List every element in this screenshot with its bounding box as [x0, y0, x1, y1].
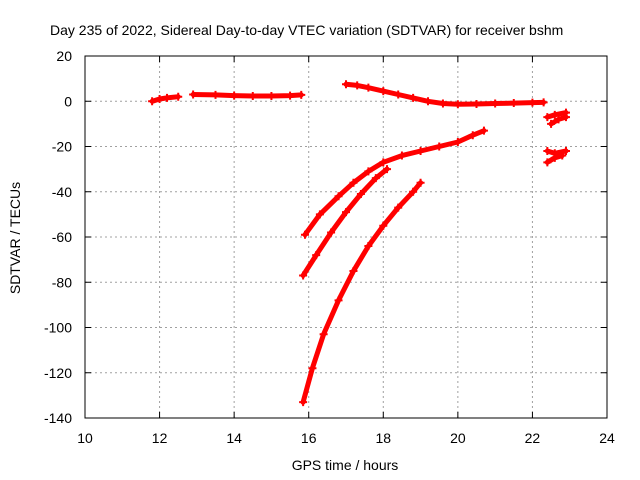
data-point: [543, 113, 552, 122]
x-tick-label: 14: [226, 430, 242, 446]
data-point: [550, 153, 559, 162]
data-point: [163, 93, 172, 102]
y-tick-label: -120: [44, 365, 72, 381]
data-point: [438, 99, 447, 108]
y-tick-label: -80: [52, 274, 72, 290]
data-point: [453, 100, 462, 109]
data-point: [267, 92, 276, 101]
data-point: [509, 99, 518, 108]
data-point: [297, 90, 306, 99]
series-line-8: [302, 128, 487, 238]
data-point: [371, 174, 380, 183]
data-point: [424, 97, 433, 106]
data-point: [248, 92, 257, 101]
data-point: [453, 137, 462, 146]
y-tick-label: -140: [44, 410, 72, 426]
data-point: [364, 167, 373, 176]
data-point: [319, 330, 328, 339]
data-point: [528, 98, 537, 107]
x-tick-label: 22: [525, 430, 541, 446]
data-point: [334, 192, 343, 201]
data-point: [299, 271, 308, 280]
data-point: [561, 113, 570, 122]
data-point: [397, 151, 406, 160]
y-tick-label: 20: [56, 48, 72, 64]
x-tick-label: 12: [152, 430, 168, 446]
data-point: [211, 90, 220, 99]
y-tick-label: -20: [52, 139, 72, 155]
y-tick-label: 0: [64, 93, 72, 109]
data-point: [342, 80, 350, 89]
data-point: [155, 94, 164, 103]
data-point: [550, 110, 559, 119]
data-point: [308, 364, 317, 373]
y-tick-label: -40: [52, 184, 72, 200]
data-point: [409, 93, 418, 102]
data-point: [479, 126, 488, 135]
data-point: [148, 97, 157, 106]
data-point: [416, 178, 425, 187]
x-tick-label: 20: [450, 430, 466, 446]
data-point: [543, 158, 552, 167]
data-point: [356, 190, 365, 199]
series-layer: [148, 80, 570, 407]
data-point: [334, 296, 343, 305]
data-point: [364, 83, 373, 92]
data-point: [315, 210, 324, 219]
y-tick-label: -60: [52, 229, 72, 245]
data-point: [468, 131, 477, 140]
x-tick-label: 18: [375, 430, 391, 446]
y-axis-label: SDTVAR / TECUs: [7, 182, 23, 294]
data-point: [561, 147, 570, 156]
x-tick-label: 10: [77, 430, 93, 446]
data-point: [409, 187, 418, 196]
data-point: [379, 221, 388, 230]
data-point: [539, 98, 548, 107]
data-point: [394, 203, 403, 212]
data-point: [230, 91, 239, 100]
data-point: [435, 142, 444, 151]
tick-labels: 10 12 14 16 18 20 22 24 20 0 -20 -40 -60 -80 -100 -120 -…: [44, 48, 615, 446]
data-point: [299, 398, 308, 407]
data-point: [312, 251, 321, 260]
x-tick-label: 24: [599, 430, 615, 446]
data-point: [300, 230, 309, 239]
data-point: [174, 92, 183, 101]
data-point: [349, 178, 358, 187]
data-point: [379, 87, 388, 96]
data-point: [394, 90, 403, 99]
data-point: [327, 228, 336, 237]
x-axis-label: GPS time / hours: [292, 457, 399, 473]
data-point: [543, 147, 552, 156]
data-point: [558, 151, 567, 160]
x-tick-label: 16: [301, 430, 317, 446]
grid: [85, 56, 607, 418]
data-point: [472, 99, 481, 108]
data-point: [286, 91, 295, 100]
data-point: [349, 266, 358, 275]
ticks: [84, 55, 608, 419]
data-point: [416, 147, 425, 156]
data-point: [379, 158, 388, 167]
series-line-2: [190, 92, 304, 99]
data-point: [491, 99, 500, 108]
data-point: [547, 119, 556, 128]
y-tick-label: -100: [44, 320, 72, 336]
data-point: [342, 208, 350, 217]
chart-title: Day 235 of 2022, Sidereal Day-to-day VTE…: [50, 22, 563, 38]
data-point: [364, 242, 373, 251]
data-point: [383, 165, 392, 174]
data-point: [554, 115, 563, 124]
data-point: [353, 81, 362, 90]
series-line-10: [300, 180, 424, 405]
data-point: [189, 90, 198, 99]
